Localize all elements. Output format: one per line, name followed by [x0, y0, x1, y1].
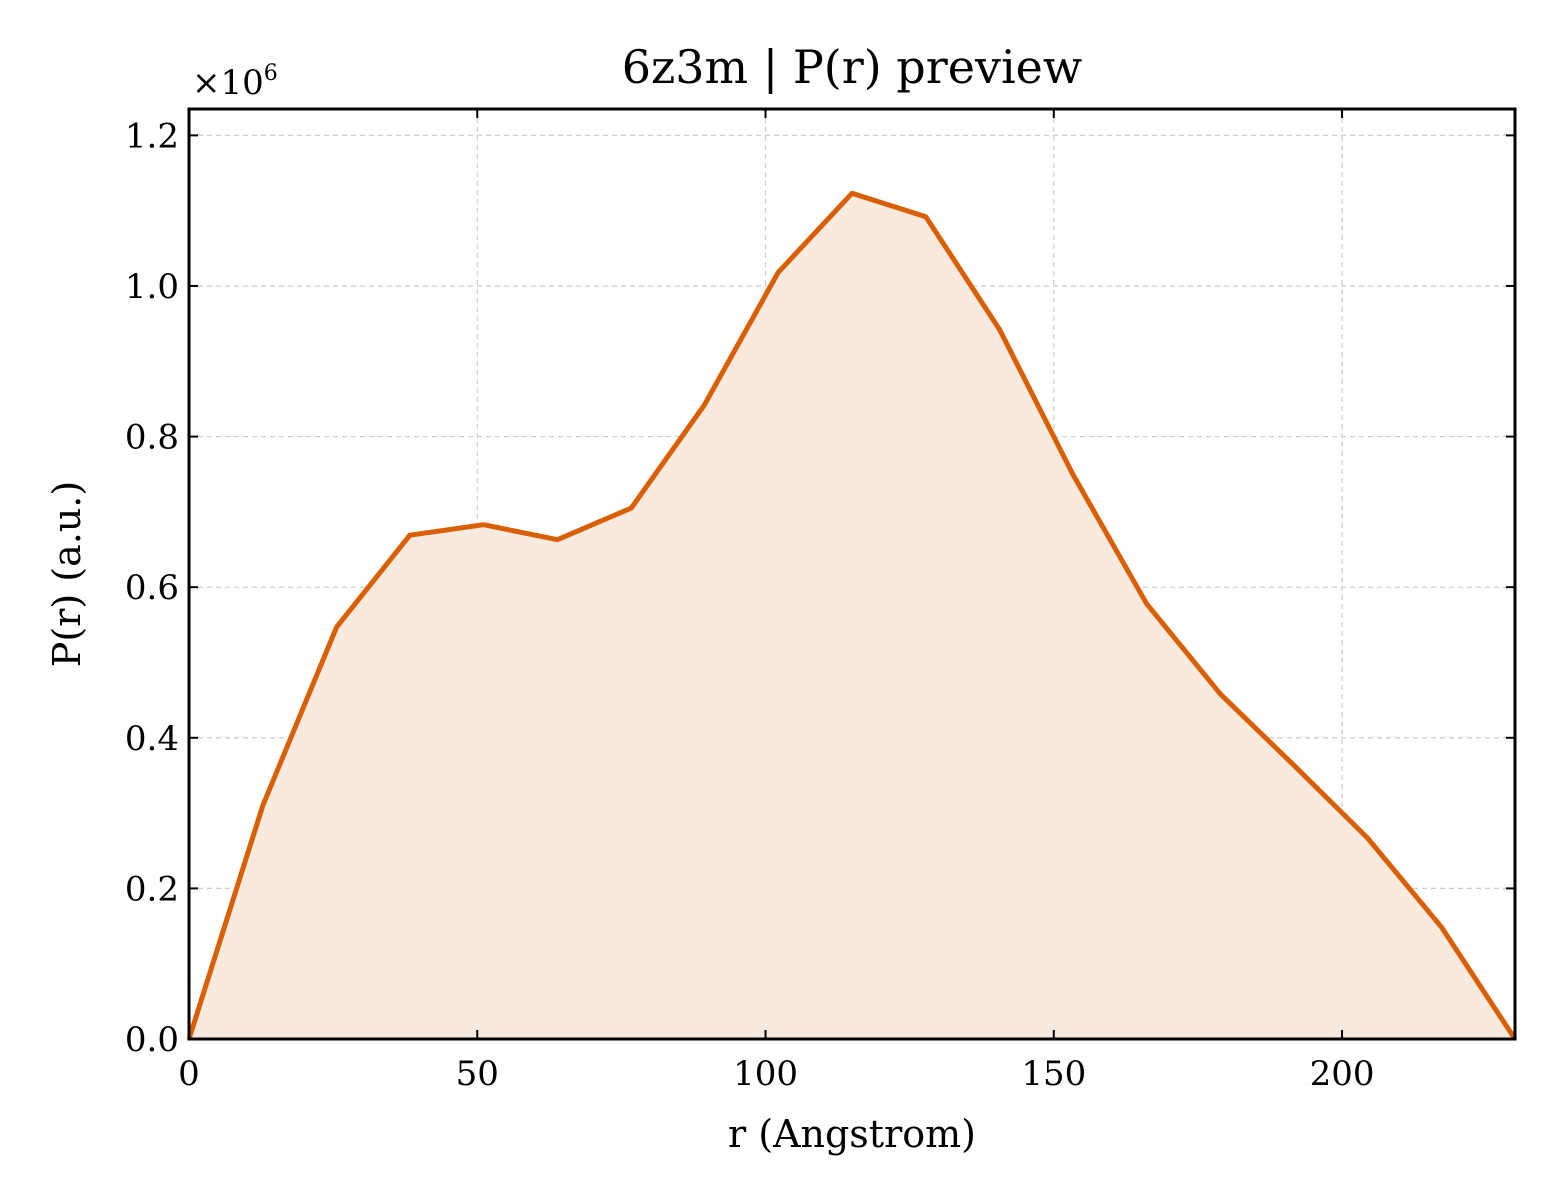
x-tick-label: 0: [178, 1054, 200, 1094]
x-tick-label: 100: [733, 1054, 798, 1094]
plot-frame: [187, 107, 1517, 1041]
y-axis-label: P(r) (a.u.): [45, 481, 89, 667]
x-tick-label: 50: [456, 1054, 499, 1094]
tick-layer: 0 50 100 150 200 0.0 0.2 0.4 0.6 0.8 1.0 1.2: [125, 109, 1515, 1094]
series-layer: [186, 190, 1518, 1041]
series-line: [186, 190, 1518, 1041]
x-tick-label: 200: [1310, 1054, 1375, 1094]
y-tick-label: 0.0: [125, 1020, 179, 1060]
chart-title: 6z3m | P(r) preview: [622, 40, 1083, 94]
y-tick-label: 0.8: [125, 418, 179, 458]
y-multiplier-label: ×106: [192, 61, 278, 103]
y-exponent: 6: [264, 61, 278, 86]
y-tick-label: 1.0: [125, 267, 179, 307]
x-tick-label: 150: [1021, 1054, 1086, 1094]
y-tick-label: 0.2: [125, 869, 179, 909]
y-tick-label: 0.4: [125, 719, 179, 759]
series-area-fill: [189, 193, 1515, 1040]
y-tick-label: 0.6: [125, 568, 179, 608]
y-tick-label: 1.2: [125, 116, 179, 156]
x-axis-label: r (Angstrom): [728, 1112, 976, 1156]
